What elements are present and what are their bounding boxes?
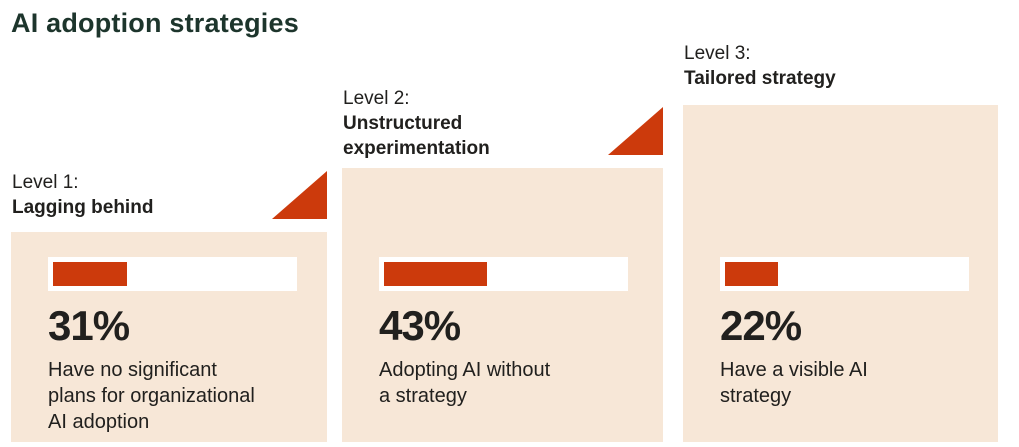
level-3-card: 22% Have a visible AI strategy: [683, 105, 998, 442]
level-3-percent-value: 22%: [720, 302, 802, 349]
level-1-percent-value: 31%: [48, 302, 130, 349]
level-2-name: Unstructured experimentation: [343, 113, 490, 159]
level-2-card: 43% Adopting AI without a strategy: [342, 168, 663, 442]
level-1-card: 31% Have no significant plans for organi…: [11, 232, 327, 442]
level-1-label: Level 1:: [12, 172, 79, 193]
page-title: AI adoption strategies: [11, 8, 299, 38]
level-1-description: Have no significant plans for organizati…: [48, 359, 255, 433]
level-3-name: Tailored strategy: [684, 68, 836, 89]
level-3-description: Have a visible AI strategy: [720, 359, 868, 407]
level-3-label: Level 3:: [684, 43, 751, 64]
level-2-label-block: Level 2: Unstructured experimentation: [343, 86, 603, 161]
level-1-name: Lagging behind: [12, 197, 154, 218]
level-2-label: Level 2:: [343, 88, 410, 109]
level-2-description: Adopting AI without a strategy: [379, 359, 551, 407]
level-3-progress-bar-track: [720, 257, 969, 291]
level-2-progress-bar-fill: [384, 262, 487, 286]
level-1-progress-bar-fill: [53, 262, 128, 286]
level-2-progress-bar-track: [379, 257, 628, 291]
level-3-progress-bar-fill: [725, 262, 778, 286]
level-1-label-block: Level 1: Lagging behind: [12, 170, 272, 220]
growth-triangle-icon: [272, 171, 327, 219]
growth-triangle-icon: [608, 107, 663, 155]
level-3-label-block: Level 3: Tailored strategy: [684, 41, 984, 91]
level-1-progress-bar-track: [48, 257, 297, 291]
level-2-percent-value: 43%: [379, 302, 461, 349]
